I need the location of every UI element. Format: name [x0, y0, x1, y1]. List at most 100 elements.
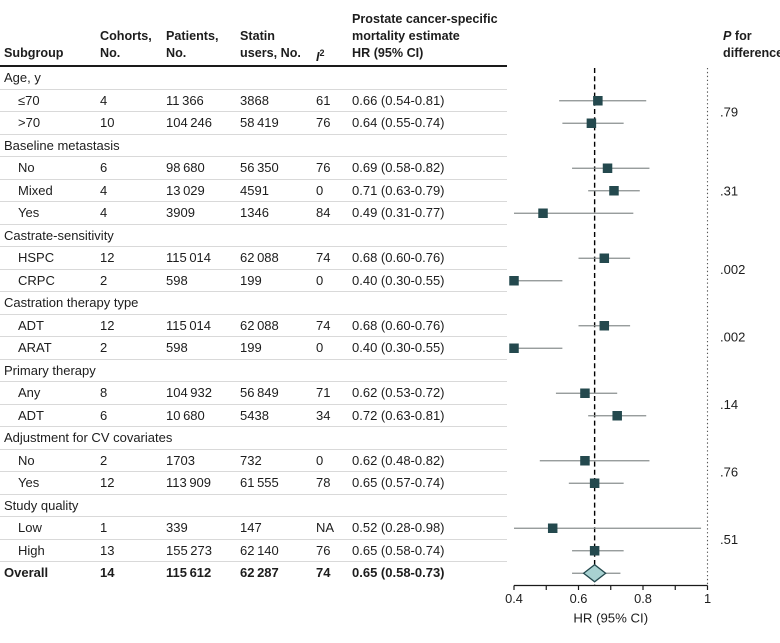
- p-for-difference-value: .31: [720, 183, 738, 198]
- hr-square-marker: [538, 208, 548, 218]
- p-for-difference-value: .51: [720, 532, 738, 547]
- patients-value: 3909: [166, 205, 195, 220]
- patients-value: 104 246: [166, 115, 212, 130]
- table-row: >70 10 104 246 58 419 76 0.64 (0.55-0.74): [0, 112, 507, 135]
- table-row: Any 8 104 932 56 849 71 0.62 (0.53-0.72): [0, 382, 507, 405]
- cohorts-value: 6: [100, 407, 108, 423]
- section-label: Primary therapy: [4, 362, 96, 378]
- i2-value: 34: [316, 407, 331, 423]
- p-header-rest: for: [731, 29, 752, 43]
- patients-value: 155 273: [166, 542, 212, 558]
- patients-value: 98 680: [166, 160, 205, 175]
- subgroup-label: No: [18, 160, 35, 175]
- patients-value: 10 680: [166, 407, 205, 423]
- table-row: High 13 155 273 62 140 76 0.65 (0.58-0.74): [0, 540, 507, 562]
- hr-ci-value: 0.65 (0.58-0.73): [352, 565, 445, 580]
- statin-users-value: 62 088: [240, 250, 279, 265]
- cohorts-header-line2: No.: [100, 46, 121, 60]
- table-row: HSPC 12 115 014 62 088 74 0.68 (0.60-0.76): [0, 247, 507, 270]
- cohorts-value: 12: [100, 250, 115, 265]
- cohorts-value: 1: [100, 520, 108, 535]
- x-axis-title: HR (95% CI): [573, 611, 648, 626]
- column-header-subgroup-label: Subgroup: [4, 46, 64, 60]
- section-row: Baseline metastasis: [0, 135, 507, 157]
- statin-header-line1: Statin: [240, 29, 275, 43]
- i2-value: 78: [316, 475, 331, 490]
- patients-value: 113 909: [166, 475, 212, 490]
- hr-square-marker: [580, 388, 590, 398]
- column-header-subgroup: Subgroup: [4, 45, 63, 62]
- statin-users-value: 3868: [240, 92, 269, 108]
- x-axis-tick-label: 0.4: [505, 591, 523, 606]
- patients-value: 115 014: [166, 317, 212, 333]
- section-label: Adjustment for CV covariates: [4, 430, 173, 445]
- cohorts-value: 6: [100, 160, 108, 175]
- column-header-patients: Patients, No.: [166, 28, 219, 62]
- statin-users-value: 62 287: [240, 565, 279, 580]
- i2-value: 74: [316, 317, 331, 333]
- subgroup-label: No: [18, 452, 35, 468]
- cohorts-value: 2: [100, 452, 108, 468]
- estimate-header-line3: HR (95% CI): [352, 46, 424, 60]
- section-label: Castration therapy type: [4, 295, 139, 310]
- statin-users-value: 62 088: [240, 317, 279, 333]
- subgroup-label: ADT: [18, 407, 44, 423]
- hr-square-marker: [580, 456, 590, 466]
- header-rule: [0, 65, 507, 67]
- cohorts-value: 4: [100, 92, 108, 108]
- table-row: Yes 4 3909 1346 84 0.49 (0.31-0.77): [0, 202, 507, 225]
- i2-value: 76: [316, 160, 331, 175]
- estimate-header-line2: mortality estimate: [352, 29, 460, 43]
- i2-value: 61: [316, 92, 331, 108]
- statin-users-value: 147: [240, 520, 262, 535]
- hr-ci-value: 0.64 (0.55-0.74): [352, 115, 445, 130]
- patients-value: 115 612: [166, 565, 212, 580]
- i2-header-italic: I: [316, 50, 320, 65]
- hr-ci-value: 0.69 (0.58-0.82): [352, 160, 445, 175]
- i2-value: 0: [316, 272, 324, 288]
- hr-ci-value: 0.52 (0.28-0.98): [352, 520, 445, 535]
- cohorts-value: 4: [100, 182, 108, 198]
- subgroup-table: Age, y ≤70 4 11 366 3868 61 0.66 (0.54-0.81) >7…: [0, 67, 507, 585]
- column-header-cohorts: Cohorts, No.: [100, 28, 152, 62]
- hr-square-marker: [586, 118, 597, 128]
- hr-square-marker: [509, 276, 519, 286]
- i2-value: 74: [316, 565, 331, 580]
- statin-users-value: 56 350: [240, 160, 279, 175]
- hr-ci-value: 0.49 (0.31-0.77): [352, 205, 445, 220]
- hr-square-marker: [609, 186, 619, 196]
- statin-users-value: 5438: [240, 407, 269, 423]
- section-label: Age, y: [4, 70, 41, 85]
- statin-users-value: 1346: [240, 205, 269, 220]
- p-header-italic: P: [723, 29, 732, 43]
- table-row: ≤70 4 11 366 3868 61 0.66 (0.54-0.81): [0, 90, 507, 112]
- patients-value: 339: [166, 520, 188, 535]
- patients-value: 1703: [166, 452, 195, 468]
- cohorts-header-line1: Cohorts,: [100, 29, 152, 43]
- i2-value: NA: [316, 520, 335, 535]
- statin-users-value: 62 140: [240, 542, 279, 558]
- table-row: Mixed 4 13 029 4591 0 0.71 (0.63-0.79): [0, 180, 507, 202]
- overall-row: Overall 14 115 612 62 287 74 0.65 (0.58-0.73): [0, 562, 507, 585]
- overall-diamond-marker: [582, 563, 607, 583]
- i2-value: 0: [316, 182, 324, 198]
- subgroup-label: Yes: [18, 475, 40, 490]
- table-row: ADT 6 10 680 5438 34 0.72 (0.63-0.81): [0, 405, 507, 427]
- hr-ci-value: 0.40 (0.30-0.55): [352, 272, 445, 288]
- p-for-difference-value: .79: [720, 105, 738, 120]
- statin-users-value: 4591: [240, 182, 269, 198]
- hr-ci-value: 0.72 (0.63-0.81): [352, 407, 445, 423]
- i2-value: 84: [316, 205, 331, 220]
- hr-square-marker: [547, 523, 558, 533]
- hr-ci-value: 0.66 (0.54-0.81): [352, 92, 445, 108]
- patients-value: 11 366: [166, 92, 204, 108]
- hr-ci-value: 0.68 (0.60-0.76): [352, 250, 445, 265]
- x-axis-tick-label: 1: [704, 591, 711, 606]
- estimate-header-line1: Prostate cancer-specific: [352, 12, 498, 26]
- p-for-difference-value: .76: [720, 465, 738, 480]
- cohorts-value: 10: [100, 115, 115, 130]
- cohorts-value: 14: [100, 565, 115, 580]
- subgroup-label: ≤70: [18, 92, 40, 108]
- patients-value: 104 932: [166, 385, 212, 400]
- table-row: Low 1 339 147 NA 0.52 (0.28-0.98): [0, 517, 507, 540]
